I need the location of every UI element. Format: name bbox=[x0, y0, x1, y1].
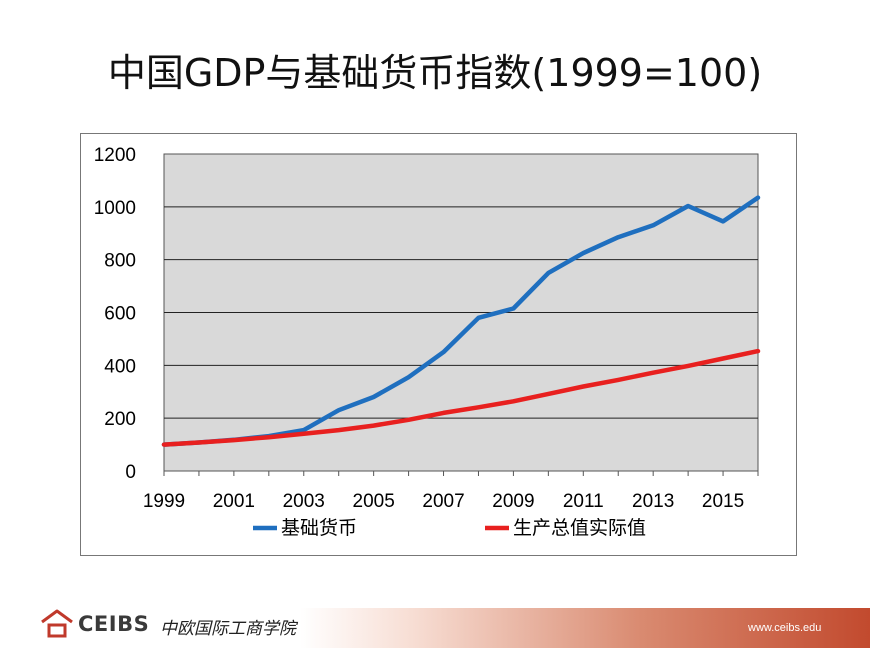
footer-gradient-band bbox=[300, 608, 870, 648]
legend-label-1: 基础货币 bbox=[281, 517, 357, 539]
logo-text: CEIBS bbox=[78, 612, 150, 636]
y-tick-label: 1200 bbox=[94, 145, 136, 166]
x-tick-label: 2015 bbox=[702, 491, 744, 512]
x-tick-label: 2013 bbox=[632, 491, 674, 512]
x-tick-label: 2007 bbox=[422, 491, 464, 512]
slide-title: 中国GDP与基础货币指数(1999=100) bbox=[107, 51, 763, 95]
chart-frame: 0 200 400 600 800 1000 1200 1999 2001 2003 2005 200… bbox=[80, 133, 797, 556]
series-line-2 bbox=[161, 348, 761, 447]
footer-url[interactable]: www.ceibs.edu bbox=[748, 622, 822, 634]
x-tick-label: 2009 bbox=[492, 491, 534, 512]
y-tick-label: 800 bbox=[104, 251, 136, 272]
y-tick-label: 200 bbox=[104, 409, 136, 430]
logo-chinese-name: 中欧国际工商学院 bbox=[160, 619, 296, 639]
y-tick-label: 1000 bbox=[94, 198, 136, 219]
x-tick-label: 2011 bbox=[563, 491, 604, 512]
x-tick-label: 2001 bbox=[213, 491, 255, 512]
x-tick-label: 2005 bbox=[353, 491, 395, 512]
y-tick-label: 0 bbox=[125, 462, 136, 483]
y-tick-label: 400 bbox=[104, 356, 136, 377]
x-tick-label: 1999 bbox=[143, 491, 185, 512]
x-tick-label: 2003 bbox=[283, 491, 325, 512]
ceibs-logo-icon bbox=[41, 609, 73, 638]
y-tick-label: 600 bbox=[104, 304, 136, 325]
footer: CEIBS 中欧国际工商学院 www.ceibs.edu bbox=[0, 600, 870, 653]
legend-label-2: 生产总值实际值 bbox=[513, 517, 646, 539]
line-chart: 0 200 400 600 800 1000 1200 1999 2001 2003 2005 200… bbox=[94, 145, 761, 539]
